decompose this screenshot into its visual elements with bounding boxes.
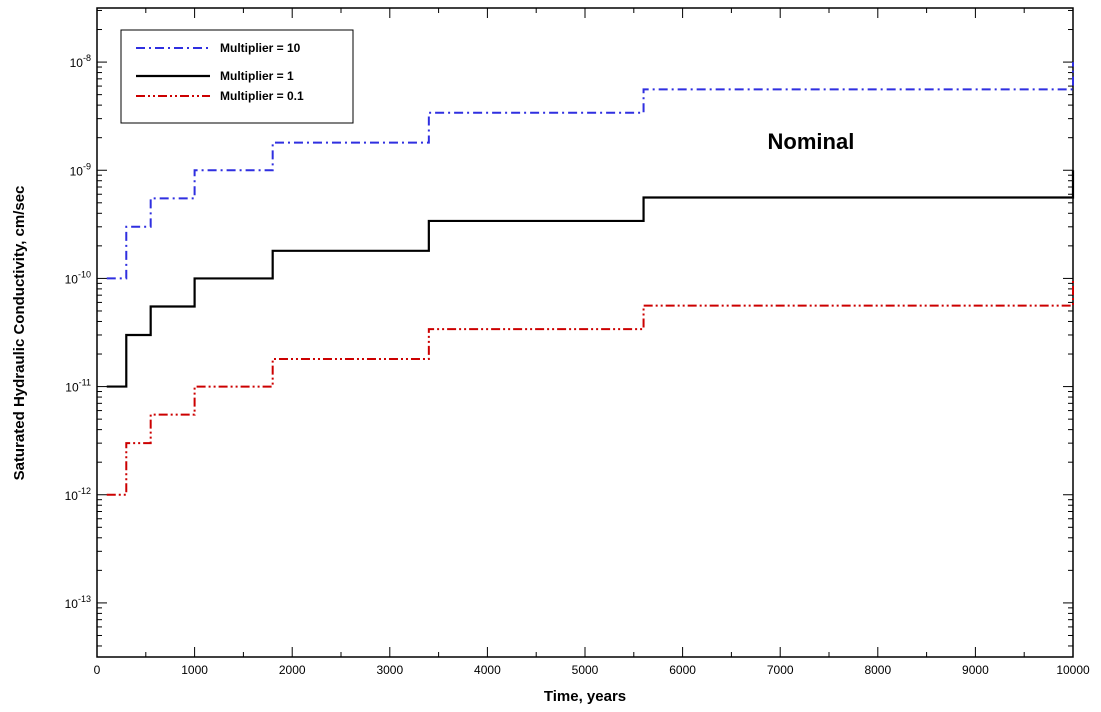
y-axis-ticks: 10-13 10-12 10-11 10-10 10-9 10-8 — [65, 53, 1073, 611]
legend-label-multiplier-10: Multiplier = 10 — [220, 41, 301, 55]
x-axis-ticks: 0 1000 2000 3000 4000 5000 6000 7000 8000 9000 100… — [94, 8, 1090, 677]
y-tick-label: 10-12 — [65, 486, 91, 503]
y-tick-label: 10-11 — [65, 378, 91, 395]
x-tick-label: 10000 — [1056, 663, 1090, 677]
x-axis-title: Time, years — [544, 688, 626, 705]
series-line-1 — [106, 170, 1075, 388]
y-tick-label: 10-10 — [65, 269, 91, 286]
y-tick-label: 10-9 — [70, 161, 91, 178]
legend-label-multiplier-1: Multiplier = 1 — [220, 69, 294, 83]
legend-label-multiplier-0-1: Multiplier = 0.1 — [220, 89, 304, 103]
series-line-0 — [106, 62, 1074, 280]
y-axis-title: Saturated Hydraulic Conductivity, cm/sec — [11, 186, 28, 481]
x-tick-label: 9000 — [962, 663, 989, 677]
legend: Multiplier = 10 Multiplier = 1 Multiplie… — [120, 29, 354, 124]
x-tick-label: 1000 — [181, 663, 208, 677]
annotation-nominal: Nominal — [768, 129, 855, 154]
x-tick-label: 5000 — [572, 663, 599, 677]
y-tick-label: 10-8 — [70, 53, 91, 70]
y-tick-label: 10-13 — [65, 594, 91, 611]
x-tick-label: 8000 — [864, 663, 891, 677]
x-tick-label: 4000 — [474, 663, 501, 677]
x-tick-label: 6000 — [669, 663, 696, 677]
x-tick-label: 0 — [94, 663, 101, 677]
x-tick-label: 3000 — [376, 663, 403, 677]
series-layer — [106, 62, 1075, 496]
series-line-2 — [106, 278, 1074, 496]
x-tick-label: 7000 — [767, 663, 794, 677]
x-tick-label: 2000 — [279, 663, 306, 677]
